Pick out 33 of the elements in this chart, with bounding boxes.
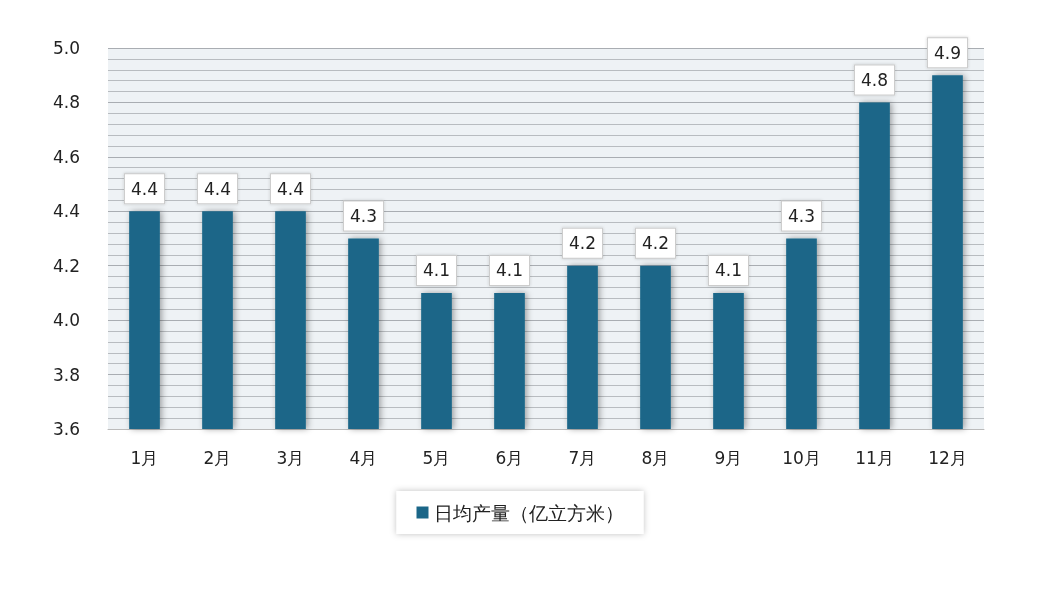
y-tick-label: 4.8	[52, 92, 80, 113]
data-label: 4.9	[933, 42, 962, 63]
y-tick-label: 4.0	[52, 310, 80, 331]
data-label: 4.4	[130, 178, 159, 199]
data-label: 4.3	[787, 206, 816, 226]
x-tick-label: 11月	[855, 447, 894, 468]
data-label: 4.4	[203, 178, 232, 199]
data-label: 4.1	[714, 260, 743, 281]
data-label: 4.2	[568, 233, 597, 254]
data-label: 4.8	[860, 69, 889, 90]
x-tick-label: 7月	[568, 447, 597, 468]
x-tick-label: 10月	[782, 447, 821, 468]
data-label: 4.1	[495, 260, 524, 281]
data-label: 4.4	[276, 178, 305, 199]
x-tick-label: 2月	[203, 447, 232, 468]
y-tick-label: 4.6	[52, 146, 80, 167]
y-tick-label: 5.0	[52, 38, 80, 58]
x-tick-label: 1月	[130, 447, 159, 468]
y-tick-label: 4.4	[52, 201, 80, 222]
x-tick-label: 3月	[276, 447, 305, 468]
data-label: 4.1	[422, 260, 451, 281]
y-tick-label: 3.6	[52, 419, 80, 439]
x-tick-label: 6月	[495, 447, 524, 468]
y-tick-label: 3.8	[52, 364, 80, 385]
data-label: 4.3	[349, 206, 378, 226]
x-tick-label: 9月	[714, 447, 743, 468]
x-tick-label: 12月	[928, 447, 967, 468]
y-tick-label: 4.2	[52, 255, 80, 276]
legend-label: 日均产量（亿立方米）	[433, 501, 624, 524]
x-tick-label: 5月	[422, 447, 451, 468]
x-tick-label: 8月	[641, 447, 670, 468]
data-label: 4.2	[641, 233, 670, 254]
x-tick-label: 4月	[349, 447, 378, 468]
